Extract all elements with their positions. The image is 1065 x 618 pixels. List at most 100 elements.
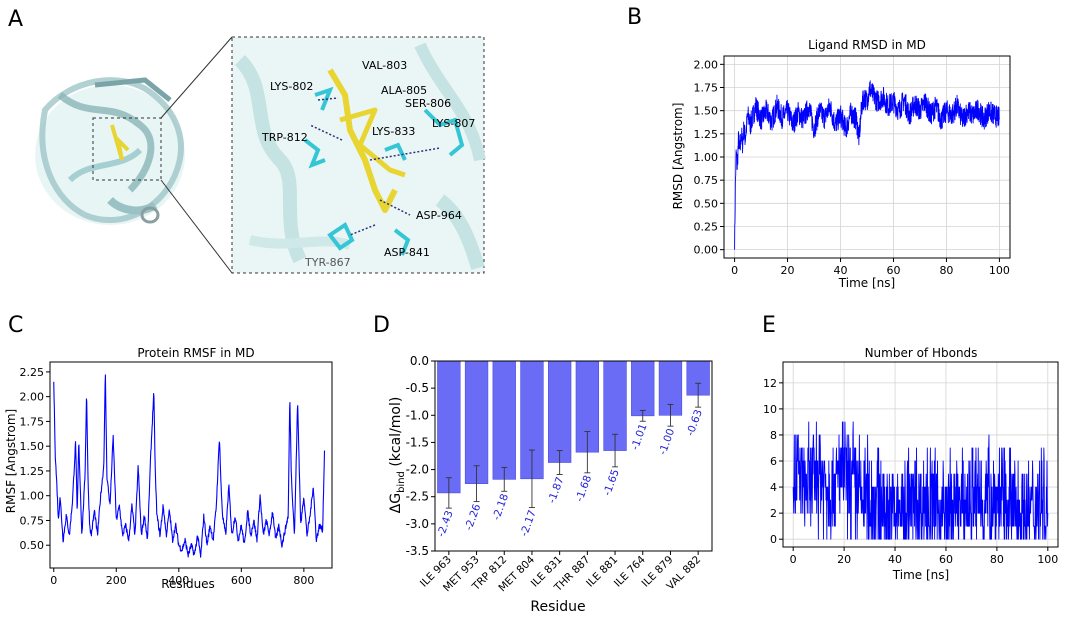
- x-tick-label: 80: [939, 264, 953, 277]
- y-tick-label: 1.25: [694, 128, 719, 141]
- bar: [464, 360, 489, 484]
- y-axis-label-unit: (kcal/mol): [388, 397, 404, 471]
- y-tick-label: 1.50: [694, 105, 719, 118]
- x-axis-label: Residue: [530, 599, 585, 615]
- residue-label: ASP-964: [416, 209, 462, 222]
- y-axis-label-main: ΔG: [388, 493, 404, 513]
- x-tick-label: 40: [888, 553, 902, 566]
- y-tick-label: 10: [763, 403, 777, 416]
- y-tick-label: 2.00: [20, 391, 45, 404]
- x-axis-label: Time [ns]: [892, 568, 949, 582]
- y-axis-label-sub: bind: [396, 471, 407, 493]
- y-tick-label: 0.0: [410, 354, 429, 368]
- data-line: [734, 80, 1000, 250]
- y-tick-label: -1.0: [406, 408, 429, 422]
- y-tick-label: -3.5: [406, 544, 429, 558]
- bar: [547, 360, 572, 463]
- y-tick-label: 1.75: [20, 415, 45, 428]
- x-tick-label: 0: [731, 264, 738, 277]
- residue-label: TRP-812: [261, 131, 308, 144]
- x-tick-label: 0: [50, 574, 57, 587]
- y-tick-label: 12: [763, 377, 777, 390]
- x-tick-label: 400: [168, 574, 189, 587]
- ligand-rmsd-chart: Ligand RMSD in MD Time [ns] RMSD [Angstr…: [671, 38, 1011, 290]
- y-tick-label: -1.5: [406, 435, 429, 449]
- plot-frame: [49, 361, 333, 569]
- x-tick-label: 60: [886, 264, 900, 277]
- y-tick-label: 0.25: [694, 220, 719, 233]
- y-tick-label: 0.00: [694, 244, 719, 257]
- bar-value-label: -2.26: [463, 502, 484, 532]
- y-tick-label: 0.75: [694, 174, 719, 187]
- residue-label: VAL-803: [362, 59, 407, 72]
- y-tick-label: 2: [770, 507, 777, 520]
- panel-letter-c: C: [8, 313, 23, 338]
- residue-label: LYS-807: [432, 117, 475, 130]
- plot-frame: [434, 360, 713, 552]
- chart-title: Ligand RMSD in MD: [808, 38, 926, 52]
- hbonds-chart: Number of Hbonds Time [ns] 0 20 40 60 80 100 0…: [763, 346, 1059, 582]
- x-tick-label: 100: [1037, 553, 1058, 566]
- y-axis-label: ΔGbind (kcal/mol): [388, 397, 407, 514]
- bar: [631, 360, 655, 417]
- bar-value-label: -1.01: [629, 422, 650, 452]
- x-tick-label: 800: [293, 574, 314, 587]
- y-tick-label: 1.50: [20, 440, 45, 453]
- chart-title: Protein RMSF in MD: [137, 346, 254, 360]
- y-tick-label: 1.00: [694, 151, 719, 164]
- x-axis-label: Time [ns]: [838, 276, 895, 290]
- x-tick-label: 60: [939, 553, 953, 566]
- y-axis-label: RMSF [Angstrom]: [4, 409, 18, 513]
- residue-label: ALA-805: [381, 84, 427, 97]
- y-tick-label: 0.50: [694, 197, 719, 210]
- x-tick-label: 200: [106, 574, 127, 587]
- bar-value-label: -1.65: [601, 468, 622, 498]
- y-tick-label: 2.00: [694, 58, 719, 71]
- x-axis-label: Residues: [161, 577, 215, 591]
- panel-letter-b: B: [627, 5, 642, 30]
- data-line: [53, 374, 326, 558]
- bar: [437, 360, 461, 494]
- binding-site-inset: VAL-803 LYS-802 ALA-805 SER-806 LYS-807 …: [231, 36, 486, 274]
- bar-value-label: -2.18: [490, 492, 511, 522]
- residue-label: TYR-867: [304, 256, 351, 269]
- protein-rmsf-chart: Protein RMSF in MD Residues RMSF [Angstr…: [4, 346, 333, 591]
- x-tick-label: 40: [834, 264, 848, 277]
- y-tick-label: -3.0: [406, 517, 429, 531]
- bar-value-label: -2.17: [518, 508, 539, 538]
- data-line: [792, 421, 1049, 540]
- bar-value-label: -1.68: [574, 474, 595, 504]
- y-tick-label: 4: [770, 481, 777, 494]
- x-tick-label: 100: [989, 264, 1010, 277]
- y-tick-label: -2.5: [406, 490, 429, 504]
- panel-letter-a: A: [8, 7, 23, 32]
- y-tick-label: 1.25: [20, 465, 45, 478]
- x-tick-label: 600: [231, 574, 252, 587]
- panel-a-structure: VAL-803 LYS-802 ALA-805 SER-806 LYS-807 …: [35, 36, 486, 274]
- residue-label: ASP-841: [384, 246, 430, 259]
- bar-value-label: -0.63: [684, 408, 705, 438]
- panel-letter-d: D: [373, 313, 390, 338]
- bar-value-label: -1.00: [657, 427, 678, 457]
- y-tick-label: -0.5: [406, 381, 429, 395]
- y-tick-label: -2.0: [406, 463, 429, 477]
- plot-frame: [782, 361, 1059, 548]
- bar-value-label: -2.43: [435, 509, 456, 539]
- residue-label: LYS-802: [270, 80, 313, 93]
- panel-letter-e: E: [762, 313, 776, 338]
- x-tick-label: 20: [837, 553, 851, 566]
- y-tick-label: 2.25: [20, 366, 45, 379]
- y-tick-label: 0: [770, 533, 777, 546]
- x-tick-label: 80: [990, 553, 1004, 566]
- bar: [492, 360, 516, 480]
- protein-cartoon-icon: [35, 36, 233, 274]
- x-tick-label: 0: [790, 553, 797, 566]
- x-tick-label: 20: [781, 264, 795, 277]
- y-tick-label: 8: [770, 429, 777, 442]
- y-tick-label: 0.75: [20, 514, 45, 527]
- chart-title: Number of Hbonds: [865, 346, 978, 360]
- y-tick-label: 0.50: [20, 539, 45, 552]
- y-tick-label: 1.00: [20, 490, 45, 503]
